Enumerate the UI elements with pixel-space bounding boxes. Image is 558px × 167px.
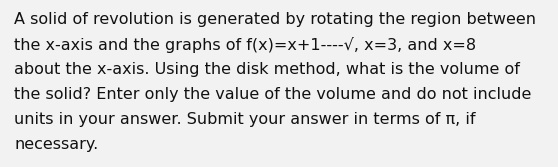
Text: the solid? Enter only the value of the volume and do not include: the solid? Enter only the value of the v… [14,87,531,102]
Text: units in your answer. Submit your answer in terms of π, if: units in your answer. Submit your answer… [14,112,475,127]
Text: the x-axis and the graphs of f(x)=x+1----√, x=3, and x=8: the x-axis and the graphs of f(x)=x+1---… [14,37,476,53]
Text: A solid of revolution is generated by rotating the region between: A solid of revolution is generated by ro… [14,12,536,27]
Text: about the x-axis. Using the disk method, what is the volume of: about the x-axis. Using the disk method,… [14,62,520,77]
Text: necessary.: necessary. [14,137,98,152]
